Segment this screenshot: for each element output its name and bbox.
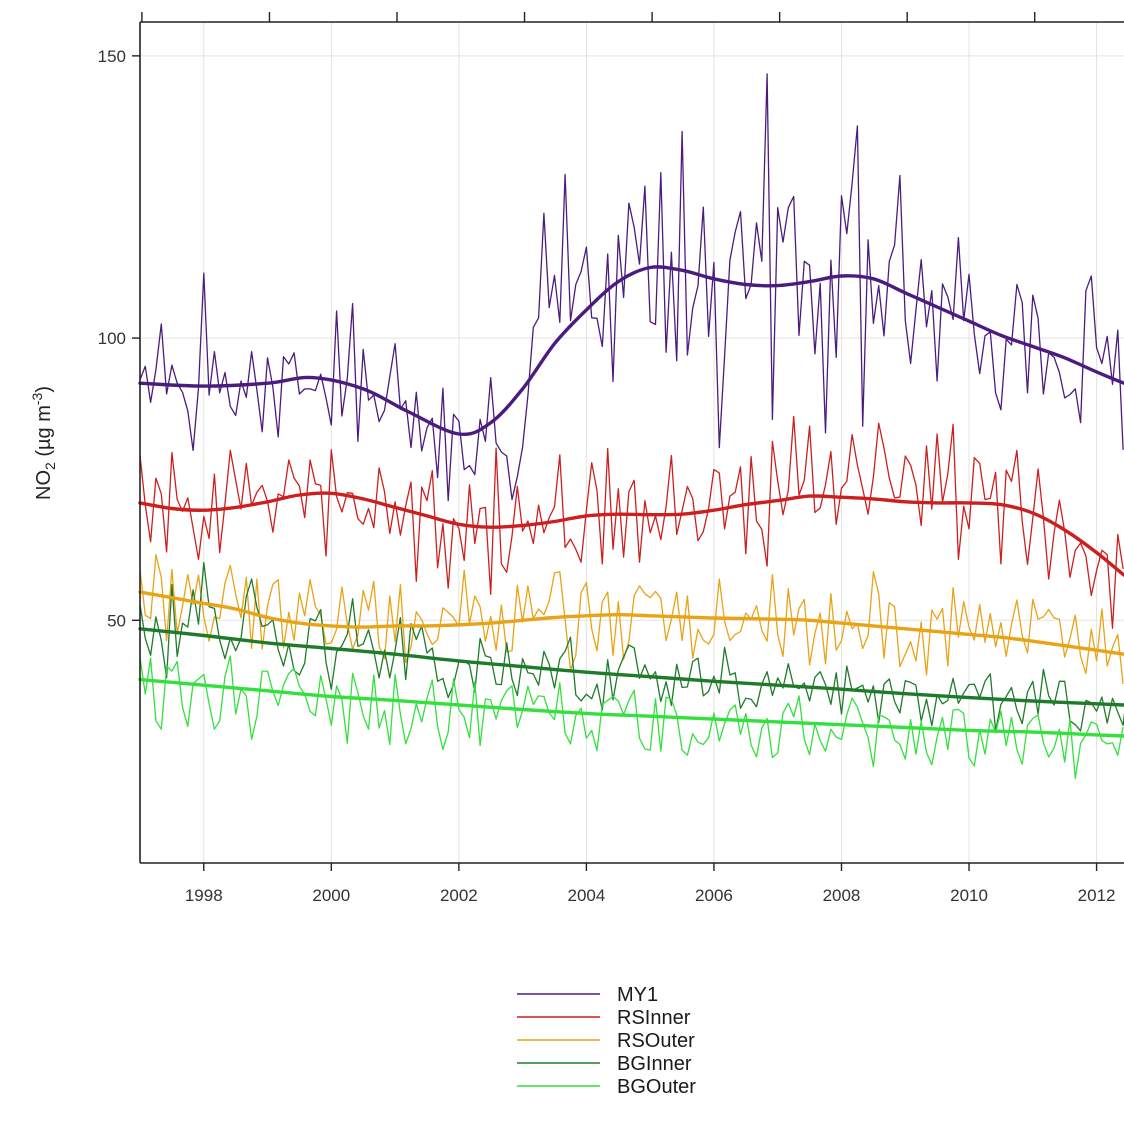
y-tick-label: 50 xyxy=(107,611,126,630)
y-label-unit-open: (µg m xyxy=(33,405,55,462)
legend-label-my1: MY1 xyxy=(617,984,658,1006)
x-tick-label: 2006 xyxy=(695,886,733,905)
smooth-trend-my1 xyxy=(138,265,1124,437)
smooth-trend-layer xyxy=(138,265,1124,738)
y-label-base: NO xyxy=(33,470,55,500)
series-line-my1 xyxy=(139,73,1124,502)
y-label-unit-close: ) xyxy=(33,386,55,393)
series-layer xyxy=(139,73,1124,779)
legend-label-rsinner: RSInner xyxy=(617,1007,691,1029)
legend-label-bgouter: BGOuter xyxy=(617,1076,696,1098)
x-tick-label: 2004 xyxy=(567,886,605,905)
y-tick-label: 150 xyxy=(98,47,126,66)
x-tick-label: 2000 xyxy=(312,886,350,905)
smooth-trend-rsinner xyxy=(138,491,1124,577)
y-axis-label: NO2 (µg m-3) xyxy=(29,386,58,500)
legend-label-rsouter: RSOuter xyxy=(617,1030,695,1052)
y-label-superscript: -3 xyxy=(29,392,45,405)
x-tick-label: 2012 xyxy=(1078,886,1116,905)
y-tick-label: 100 xyxy=(98,329,126,348)
axes xyxy=(139,21,1124,864)
x-tick-label: 1998 xyxy=(185,886,223,905)
smooth-trend-bginner xyxy=(138,627,1124,707)
smooth-trend-rsouter xyxy=(138,590,1124,656)
y-label-subscript: 2 xyxy=(42,462,58,470)
series-line-rsinner xyxy=(139,415,1124,629)
x-tick-label: 2010 xyxy=(950,886,988,905)
series-line-rsouter xyxy=(139,554,1124,685)
x-tick-label: 2002 xyxy=(440,886,478,905)
series-line-bginner xyxy=(139,562,1124,732)
axis-ticks: 1998 2000 2002 2004 2006 2008 2010 2012 50 100 150 xyxy=(98,12,1116,905)
x-tick-label: 2008 xyxy=(823,886,861,905)
smooth-trend-bgouter xyxy=(138,677,1124,738)
grid-lines xyxy=(140,22,1124,863)
legend-label-bginner: BGInner xyxy=(617,1053,692,1075)
